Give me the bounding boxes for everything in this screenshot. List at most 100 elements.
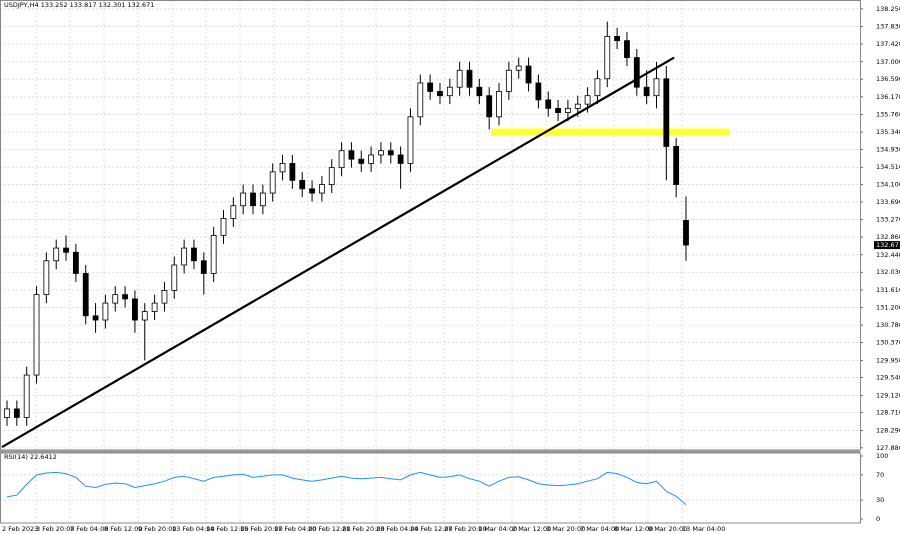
- x-tick-label: 7 Mar 04:00: [580, 525, 619, 533]
- candle-body: [220, 218, 227, 236]
- x-tick-label: 3 Feb 20:00: [36, 525, 75, 533]
- rsi-line: [6, 471, 687, 506]
- x-tick-label: 2 Mar 12:00: [512, 525, 551, 533]
- y-tick-label: 100: [876, 452, 888, 460]
- candle-body: [584, 95, 591, 105]
- x-tick-label: 9 Feb 20:00: [138, 525, 177, 533]
- x-tick-label: 17 Feb 04:00: [274, 525, 317, 533]
- x-tick-label: 23 Feb 04:00: [376, 525, 419, 533]
- candle-body: [358, 158, 365, 164]
- candle-body: [13, 408, 20, 418]
- candle-body: [299, 179, 306, 190]
- y-tick-label: 132.860: [876, 233, 900, 241]
- y-tick-label: 132.030: [876, 268, 900, 276]
- candle-body: [4, 408, 10, 418]
- y-tick-label: 132.440: [876, 251, 900, 259]
- candle-body: [683, 220, 689, 246]
- rsi-panel: 100 70 30 0: [0, 452, 888, 523]
- candle-body: [643, 86, 650, 97]
- candle-body: [259, 192, 266, 207]
- candle-body: [397, 154, 404, 164]
- candle-body: [604, 36, 611, 80]
- candle-body: [63, 247, 69, 253]
- candle-body: [250, 192, 256, 207]
- rsi-title: RSI(14) 22.6412: [4, 453, 57, 461]
- candle-body: [456, 69, 463, 88]
- candle-body: [594, 78, 601, 97]
- candle-body: [466, 69, 473, 88]
- candle-body: [368, 154, 375, 164]
- candle-body: [614, 36, 621, 42]
- y-tick-label: 128.290: [876, 427, 900, 435]
- candle-body: [387, 150, 394, 156]
- candle-body: [72, 251, 79, 274]
- candle-body: [132, 298, 138, 321]
- candle-body: [338, 150, 345, 169]
- candle-body: [496, 91, 502, 118]
- support-zone: [491, 128, 730, 136]
- candle-body: [574, 103, 581, 109]
- y-tick-label: 130.370: [876, 338, 900, 346]
- candle-body: [240, 192, 247, 207]
- candle-body: [309, 188, 315, 194]
- chart-title: USDJPY,H4 133.252 133.817 132.301 132.67…: [4, 1, 154, 9]
- candle-body: [417, 82, 424, 118]
- candle-body: [407, 116, 414, 164]
- candle-body: [624, 40, 630, 58]
- candle-body: [545, 99, 552, 109]
- y-tick-label: 131.200: [876, 303, 900, 311]
- candle-body: [210, 234, 217, 274]
- candle-body: [289, 163, 296, 181]
- y-tick-label: 133.270: [876, 216, 900, 224]
- y-tick-label: 129.120: [876, 391, 900, 399]
- y-tick-label: 129.540: [876, 374, 900, 382]
- candle-body: [151, 302, 158, 312]
- candle-body: [141, 311, 148, 321]
- y-tick-label: 135.760: [876, 110, 900, 118]
- y-tick-label: 0: [876, 515, 880, 523]
- candle-body: [476, 86, 483, 97]
- candle-body: [673, 146, 680, 185]
- candle-body: [535, 82, 542, 101]
- y-tick-label: 127.880: [876, 444, 900, 452]
- y-tick-label: 131.610: [876, 286, 900, 294]
- panel-separator: [0, 450, 860, 453]
- y-tick-label: 128.710: [876, 409, 900, 417]
- y-tick-label: 135.340: [876, 128, 900, 136]
- y-tick-label: 137.420: [876, 40, 900, 48]
- y-tick-label: 134.510: [876, 163, 900, 171]
- candle-body: [633, 57, 640, 88]
- x-tick-label: 20 Feb 12:00: [308, 525, 351, 533]
- x-tick-label: 2 Feb 2023: [2, 525, 38, 533]
- x-tick-label: 9 Mar 20:00: [648, 525, 687, 533]
- candle-body: [191, 247, 197, 262]
- candle-body: [161, 290, 168, 304]
- y-tick-label: 138.250: [876, 5, 900, 13]
- candle-body: [427, 82, 434, 92]
- y-tick-label: 136.590: [876, 75, 900, 83]
- x-tick-label: 27 Feb 20:00: [444, 525, 487, 533]
- x-tick-label: 15 Feb 20:00: [240, 525, 283, 533]
- candle-body: [525, 65, 532, 84]
- y-tick-label: 136.170: [876, 93, 900, 101]
- x-tick-label: 13 Feb 04:00: [172, 525, 215, 533]
- y-tick-label: 134.100: [876, 181, 900, 189]
- candle-body: [279, 163, 286, 173]
- candle-body: [269, 171, 276, 194]
- candle-body: [328, 167, 335, 185]
- candle-body: [318, 184, 325, 194]
- trendline: [1, 56, 675, 448]
- candle-body: [122, 294, 128, 300]
- candle-body: [348, 150, 355, 160]
- x-tick-label: 8 Mar 12:00: [614, 525, 653, 533]
- current-price-box: [874, 241, 900, 250]
- candle-body: [82, 273, 89, 317]
- candle-body: [181, 247, 188, 266]
- candle-body: [663, 78, 670, 147]
- candle-body: [171, 264, 178, 291]
- y-tick-label: 129.950: [876, 356, 900, 364]
- x-tick-label: 13 Mar 04:00: [682, 525, 725, 533]
- y-tick-label: 70: [876, 471, 884, 479]
- candle-body: [92, 315, 99, 321]
- candle-body: [200, 260, 207, 274]
